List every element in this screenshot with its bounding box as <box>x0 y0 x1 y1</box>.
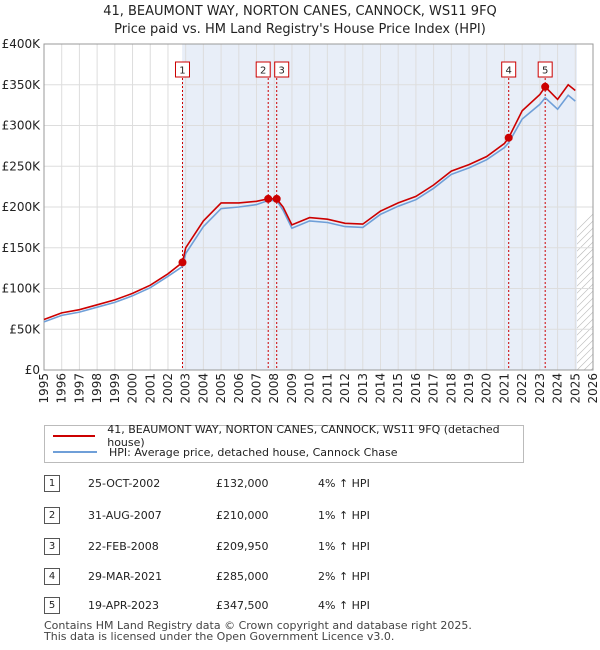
legend: 41, BEAUMONT WAY, NORTON CANES, CANNOCK,… <box>44 423 524 463</box>
transaction-price: £347,500 <box>216 599 269 612</box>
footer-copyright: Contains HM Land Registry data © Crown c… <box>44 619 472 632</box>
footer: Contains HM Land Registry data © Crown c… <box>44 620 472 642</box>
x-tick-label: 2009 <box>285 373 299 404</box>
transaction-date: 31-AUG-2007 <box>88 509 162 522</box>
transaction-price: £210,000 <box>216 509 269 522</box>
transaction-hpi: 4% ↑ HPI <box>318 477 370 490</box>
transaction-hpi: 1% ↑ HPI <box>318 509 370 522</box>
sale-number-label: 1 <box>179 66 185 77</box>
sale-number-box <box>174 61 190 78</box>
y-tick-label: £0 <box>25 363 40 377</box>
transaction-date: 19-APR-2023 <box>88 599 160 612</box>
chart-subtitle: Price paid vs. HM Land Registry's House … <box>114 22 486 37</box>
x-tick-label: 2002 <box>161 373 175 404</box>
y-tick-label: £400K <box>2 37 42 51</box>
transaction-number: 2 <box>44 507 60 524</box>
y-tick-label: £100K <box>2 282 42 296</box>
sale-number-box <box>274 61 290 78</box>
transaction-date: 22-FEB-2008 <box>88 540 159 553</box>
y-tick-label: £150K <box>2 241 42 255</box>
x-tick-label: 1999 <box>108 373 122 404</box>
x-tick-label: 1997 <box>72 373 86 404</box>
transaction-row: 5 19-APR-2023 £347,500 4% ↑ HPI <box>0 597 600 617</box>
sale-point <box>178 258 187 267</box>
sale-number-box <box>255 61 271 78</box>
x-tick-label: 2010 <box>303 373 317 404</box>
sale-number-label: 3 <box>279 66 285 77</box>
transaction-price: £209,950 <box>216 540 269 553</box>
x-tick-label: 2018 <box>444 373 458 404</box>
transaction-row: 1 25-OCT-2002 £132,000 4% ↑ HPI <box>0 475 600 495</box>
transaction-hpi: 1% ↑ HPI <box>318 540 370 553</box>
x-tick-label: 2001 <box>143 373 157 404</box>
x-tick-label: 2004 <box>196 373 210 404</box>
transaction-price: £132,000 <box>216 477 269 490</box>
x-tick-label: 2026 <box>586 373 600 404</box>
x-tick-label: 2019 <box>462 373 476 404</box>
transaction-number: 3 <box>44 538 60 555</box>
sale-number-box <box>501 61 517 78</box>
x-tick-label: 2022 <box>515 373 529 404</box>
price-chart: 1 2 3 4 5 £0 £50K £100K £150K £200K £250K £300K £350… <box>2 37 600 404</box>
legend-swatch-property <box>53 435 96 437</box>
x-tick-label: 2006 <box>232 373 246 404</box>
x-tick-label: 1995 <box>37 373 51 404</box>
legend-item-property: 41, BEAUMONT WAY, NORTON CANES, CANNOCK,… <box>53 423 523 449</box>
x-tick-label: 2011 <box>320 373 334 404</box>
x-tick-label: 2025 <box>568 373 582 404</box>
x-tick-label: 2007 <box>250 373 264 404</box>
legend-swatch-hpi <box>53 451 97 453</box>
sale-point <box>272 194 281 203</box>
plot-border <box>43 43 594 371</box>
sale-number-label: 5 <box>542 66 548 77</box>
sale-point <box>541 82 550 91</box>
hatch-line <box>577 304 593 322</box>
footer-licence: This data is licensed under the Open Gov… <box>44 630 395 643</box>
transaction-hpi: 4% ↑ HPI <box>318 599 370 612</box>
x-tick-label: 2005 <box>214 373 228 404</box>
transaction-date: 25-OCT-2002 <box>88 477 161 490</box>
x-tick-label: 2021 <box>497 373 511 404</box>
sale-number-label: 2 <box>260 66 266 77</box>
transaction-row: 4 29-MAR-2021 £285,000 2% ↑ HPI <box>0 568 600 588</box>
sale-number-box <box>537 61 553 78</box>
legend-label-hpi: HPI: Average price, detached house, Cann… <box>109 445 398 459</box>
x-tick-label: 2014 <box>373 373 387 404</box>
x-tick-label: 2000 <box>126 373 140 404</box>
x-tick-label: 2012 <box>338 373 352 404</box>
x-tick-label: 2016 <box>409 373 423 404</box>
legend-label-property: 41, BEAUMONT WAY, NORTON CANES, CANNOCK,… <box>107 423 500 449</box>
x-tick-label: 2017 <box>427 373 441 404</box>
transaction-price: £285,000 <box>216 570 269 583</box>
transaction-date: 29-MAR-2021 <box>88 570 163 583</box>
transaction-row: 2 31-AUG-2007 £210,000 1% ↑ HPI <box>0 507 600 527</box>
x-tick-label: 2015 <box>391 373 405 404</box>
hpi-line <box>43 94 576 323</box>
x-tick-label: 2020 <box>480 373 494 404</box>
transaction-number: 4 <box>44 568 60 585</box>
y-tick-label: £300K <box>2 119 42 133</box>
transaction-number: 5 <box>44 597 60 614</box>
x-tick-label: 2013 <box>356 373 370 404</box>
y-tick-label: £200K <box>2 200 42 214</box>
x-tick-label: 1996 <box>55 373 69 404</box>
x-tick-label: 1998 <box>90 373 104 404</box>
x-tick-label: 2003 <box>179 373 193 404</box>
transaction-number: 1 <box>44 475 60 492</box>
y-tick-label: £50K <box>9 322 41 336</box>
sale-number-label: 4 <box>506 66 512 77</box>
sale-point <box>264 194 273 203</box>
chart-title: 41, BEAUMONT WAY, NORTON CANES, CANNOCK,… <box>103 4 497 19</box>
x-tick-label: 2008 <box>267 373 281 404</box>
sale-point <box>504 133 513 142</box>
transaction-hpi: 2% ↑ HPI <box>318 570 370 583</box>
legend-item-hpi: HPI: Average price, detached house, Cann… <box>53 444 398 460</box>
y-tick-label: £250K <box>2 159 42 173</box>
hatch-line <box>577 311 593 329</box>
x-tick-label: 2023 <box>533 373 547 404</box>
transaction-row: 3 22-FEB-2008 £209,950 1% ↑ HPI <box>0 538 600 558</box>
x-tick-label: 2024 <box>551 373 565 404</box>
y-tick-label: £350K <box>2 78 42 92</box>
